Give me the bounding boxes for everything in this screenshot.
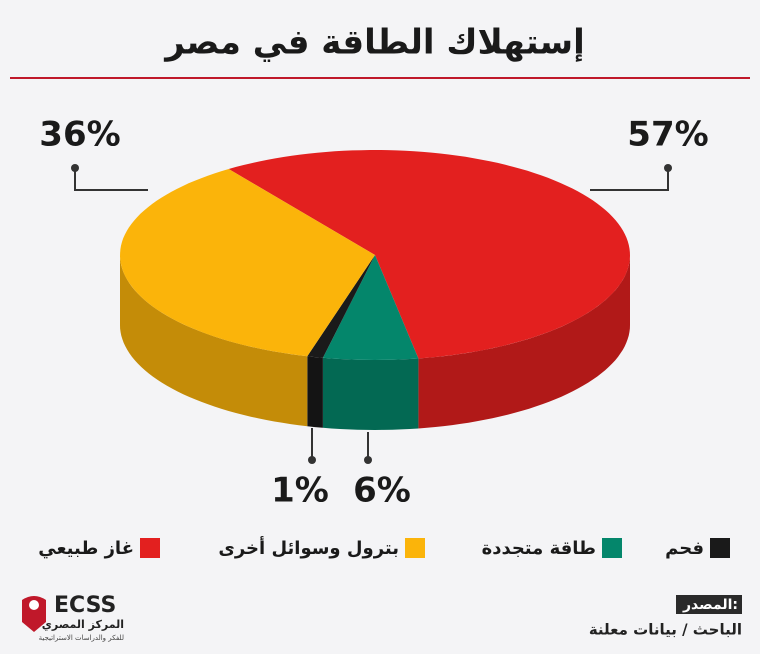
leader-dot [71,164,79,172]
pie: 57% 6% 1% 36% [39,115,708,511]
slice-side [120,255,308,427]
slice-side [322,357,419,430]
leader-line [590,168,669,191]
value-label: 36% [39,115,120,155]
legend-swatch [140,538,160,558]
slice [307,255,375,358]
logo-icon [22,596,46,632]
value-label: 1% [271,471,329,511]
legend-label: طاقة متجددة [482,538,596,559]
legend-swatch [405,538,425,558]
slice [322,255,419,360]
value-label: 6% [353,471,411,511]
legend-label: بترول وسوائل أخرى [218,536,399,559]
logo-dot [29,600,39,610]
leader-line [74,168,148,191]
value-label: 57% [627,115,708,155]
slice-side [307,356,323,428]
slice [120,169,375,357]
source-box [676,595,742,614]
slice-side [418,255,630,429]
chart-title: إستهلاك الطاقة في مصر [163,23,584,63]
source-label: المصدر: [682,597,738,613]
slice [228,150,630,359]
source-text: الباحث / بيانات معلنة [589,621,742,639]
leader-dot [364,456,372,464]
leader-dot [664,164,672,172]
leader-dot [308,456,316,464]
logo-subtitle: المركز المصري [42,618,124,631]
legend-swatch [710,538,730,558]
legend-swatch [602,538,622,558]
logo-tagline: للفكر والدراسات الاستراتيجية [39,634,124,642]
legend-label: فحم [665,538,704,559]
logo-name: ECSS [54,593,116,618]
legend: غاز طبيعي طاقة متجددة فحم بترول وسوائل أخرى [38,536,730,559]
legend-label: غاز طبيعي [38,538,134,559]
